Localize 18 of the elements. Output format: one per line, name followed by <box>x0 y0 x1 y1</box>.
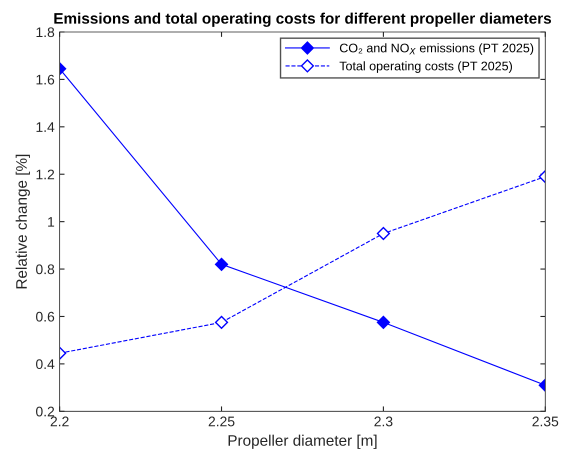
y-tick-label: 0.6 <box>36 312 54 322</box>
y-tick-label: 1.2 <box>36 170 54 180</box>
legend-label: CO₂ and NO$_{X}$ emissions (PT 2025) <box>340 43 534 55</box>
x-tick-label: 2.25 <box>208 416 234 426</box>
y-tick-label: 0.8 <box>36 264 54 274</box>
x-axis-title: Propeller diameter [m] <box>228 434 377 449</box>
y-axis-title: Relative change [%] <box>16 154 30 288</box>
y-tick-label: 1.4 <box>36 122 54 132</box>
x-tick-label: 2.35 <box>532 416 558 426</box>
y-tick-label: 1.6 <box>36 74 54 85</box>
y-tick-label: 0.2 <box>36 406 54 416</box>
chart-title: Emissions and total operating costs for different propeller diameters <box>54 12 552 27</box>
legend-label: Total operating costs (PT 2025) <box>340 61 512 73</box>
x-tick-label: 2.2 <box>50 416 69 426</box>
y-tick-label: 1 <box>48 217 54 227</box>
x-tick-label: 2.3 <box>374 416 392 426</box>
y-tick-label: 1.8 <box>36 27 54 38</box>
y-tick-label: 0.4 <box>36 359 54 370</box>
